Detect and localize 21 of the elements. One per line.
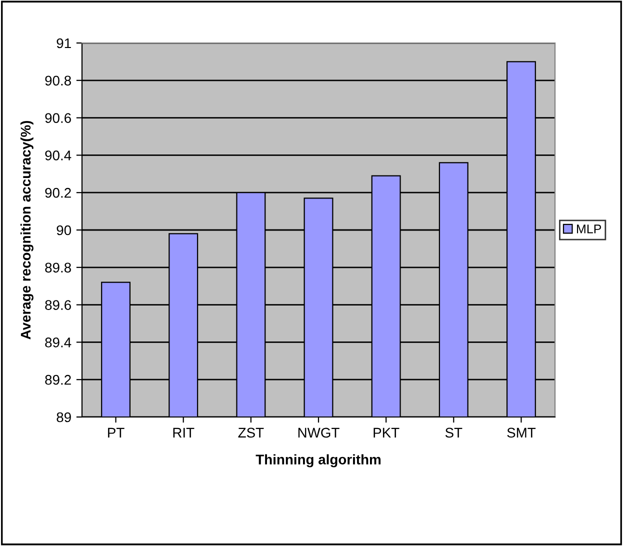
x-tick-label: RIT (173, 428, 194, 438)
x-tick-label: PKT (374, 428, 400, 438)
x-tick-label: ST (445, 428, 462, 438)
y-tick-label: 90.6 (45, 113, 71, 123)
x-tick-label: NWGT (298, 428, 340, 438)
y-tick-label: 89.2 (45, 374, 71, 385)
y-tick-label: 89.4 (45, 338, 72, 348)
y-tick-label: 89 (56, 412, 71, 422)
y-tick-label: 89.8 (45, 262, 71, 273)
y-tick-label: 90 (56, 225, 72, 236)
x-tick-label: SMT (507, 428, 536, 438)
x-tick-label: ZST (238, 428, 264, 438)
legend-label: MLP (577, 224, 602, 234)
y-axis-title: Average recognition accuracy(%) (20, 120, 34, 340)
y-tick-label: 90.2 (45, 188, 71, 198)
x-tick-label: PT (108, 428, 124, 438)
x-axis-title: Thinning algorithm (256, 454, 381, 468)
y-tick-label: 91 (56, 38, 71, 48)
y-tick-label: 90.4 (45, 150, 72, 160)
y-tick-label: 89.6 (45, 300, 71, 310)
y-tick-label: 90.8 (45, 76, 71, 86)
